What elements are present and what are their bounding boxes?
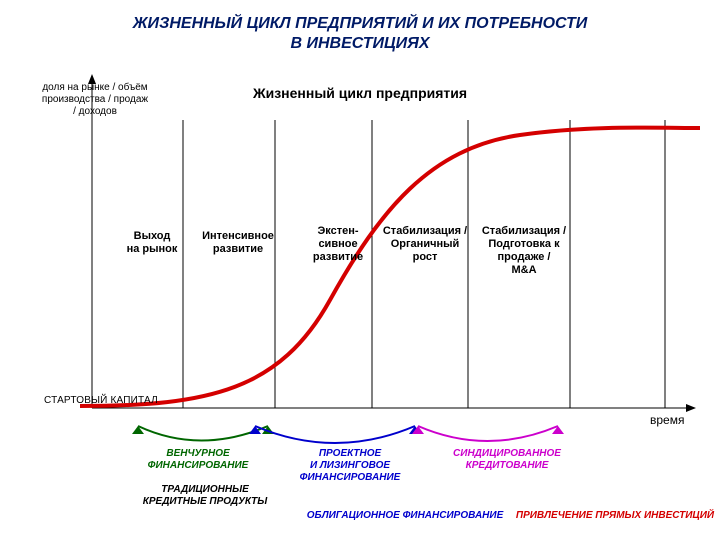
venture-financing-label: ВЕНЧУРНОЕФИНАНСИРОВАНИЕ: [138, 448, 258, 472]
stage-3-label: Экстен- сивное развитие: [303, 225, 373, 264]
bonds-financing-label: ОБЛИГАЦИОННОЕ ФИНАНСИРОВАНИЕ: [295, 510, 515, 522]
project-arc: [255, 426, 415, 443]
stage-4-label: Стабилизация / Органичный рост: [378, 225, 472, 264]
stage-1-label: Выход на рынок: [117, 230, 187, 256]
venture-arc: [138, 426, 268, 441]
direct-investment-label: ПРИВЛЕЧЕНИЕ ПРЯМЫХ ИНВЕСТИЦИЙ: [510, 510, 720, 522]
y-axis-arrow: [88, 74, 96, 84]
stage-2-label: Интенсивное развитие: [193, 230, 283, 256]
x-axis-arrow: [686, 404, 696, 412]
stage-5-label: Стабилизация / Подготовка к продаже / M&…: [476, 225, 572, 277]
syndicated-financing-label: СИНДИЦИРОВАННОЕКРЕДИТОВАНИЕ: [432, 448, 582, 472]
lifecycle-curve: [80, 128, 700, 406]
syndicated-arc: [418, 426, 558, 441]
x-axis-label: время: [650, 413, 684, 427]
start-capital-label: СТАРТОВЫЙ КАПИТАЛ: [44, 395, 158, 406]
project-financing-label: ПРОЕКТНОЕИ ЛИЗИНГОВОЕФИНАНСИРОВАНИЕ: [285, 448, 415, 484]
traditional-financing-label: ТРАДИЦИОННЫЕКРЕДИТНЫЕ ПРОДУКТЫ: [125, 484, 285, 508]
